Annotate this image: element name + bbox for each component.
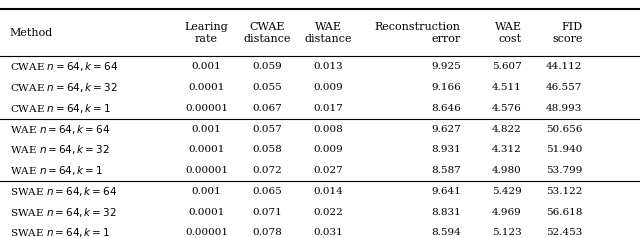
Text: 53.799: 53.799 bbox=[546, 166, 582, 175]
Text: 0.001: 0.001 bbox=[191, 124, 221, 134]
Text: CWAE $n=64, k=1$: CWAE $n=64, k=1$ bbox=[10, 102, 111, 115]
Text: 4.312: 4.312 bbox=[492, 145, 522, 154]
Text: 4.511: 4.511 bbox=[492, 83, 522, 92]
Text: 0.00001: 0.00001 bbox=[185, 104, 228, 113]
Text: 44.112: 44.112 bbox=[546, 62, 582, 71]
Text: 56.618: 56.618 bbox=[546, 208, 582, 217]
Text: 0.0001: 0.0001 bbox=[188, 208, 225, 217]
Text: 8.831: 8.831 bbox=[431, 208, 461, 217]
Text: 0.0001: 0.0001 bbox=[188, 83, 225, 92]
Text: WAE
cost: WAE cost bbox=[495, 22, 522, 44]
Text: 0.027: 0.027 bbox=[313, 166, 343, 175]
Text: 0.009: 0.009 bbox=[313, 83, 343, 92]
Text: 0.013: 0.013 bbox=[313, 62, 343, 71]
Text: WAE $n=64, k=32$: WAE $n=64, k=32$ bbox=[10, 143, 109, 156]
Text: 9.166: 9.166 bbox=[431, 83, 461, 92]
Text: 0.001: 0.001 bbox=[191, 187, 221, 196]
Text: 50.656: 50.656 bbox=[546, 124, 582, 134]
Text: 0.072: 0.072 bbox=[252, 166, 282, 175]
Text: 9.627: 9.627 bbox=[431, 124, 461, 134]
Text: 0.00001: 0.00001 bbox=[185, 166, 228, 175]
Text: 53.122: 53.122 bbox=[546, 187, 582, 196]
Text: 5.429: 5.429 bbox=[492, 187, 522, 196]
Text: 51.940: 51.940 bbox=[546, 145, 582, 154]
Text: SWAE $n=64, k=1$: SWAE $n=64, k=1$ bbox=[10, 226, 110, 238]
Text: Method: Method bbox=[10, 28, 53, 38]
Text: 8.587: 8.587 bbox=[431, 166, 461, 175]
Text: 52.453: 52.453 bbox=[546, 228, 582, 237]
Text: 5.123: 5.123 bbox=[492, 228, 522, 237]
Text: CWAE
distance: CWAE distance bbox=[243, 22, 291, 44]
Text: WAE
distance: WAE distance bbox=[304, 22, 352, 44]
Text: 0.022: 0.022 bbox=[313, 208, 343, 217]
Text: CWAE $n=64, k=32$: CWAE $n=64, k=32$ bbox=[10, 81, 117, 94]
Text: SWAE $n=64, k=32$: SWAE $n=64, k=32$ bbox=[10, 206, 116, 218]
Text: 4.980: 4.980 bbox=[492, 166, 522, 175]
Text: 48.993: 48.993 bbox=[546, 104, 582, 113]
Text: 0.057: 0.057 bbox=[252, 124, 282, 134]
Text: Reconstruction
error: Reconstruction error bbox=[375, 22, 461, 44]
Text: SWAE $n=64, k=64$: SWAE $n=64, k=64$ bbox=[10, 185, 117, 198]
Text: 0.058: 0.058 bbox=[252, 145, 282, 154]
Text: 9.925: 9.925 bbox=[431, 62, 461, 71]
Text: 0.001: 0.001 bbox=[191, 62, 221, 71]
Text: 0.078: 0.078 bbox=[252, 228, 282, 237]
Text: FID
score: FID score bbox=[552, 22, 582, 44]
Text: 4.822: 4.822 bbox=[492, 124, 522, 134]
Text: 0.031: 0.031 bbox=[313, 228, 343, 237]
Text: 8.594: 8.594 bbox=[431, 228, 461, 237]
Text: 0.008: 0.008 bbox=[313, 124, 343, 134]
Text: 46.557: 46.557 bbox=[546, 83, 582, 92]
Text: WAE $n=64, k=1$: WAE $n=64, k=1$ bbox=[10, 164, 103, 177]
Text: 0.071: 0.071 bbox=[252, 208, 282, 217]
Text: 8.646: 8.646 bbox=[431, 104, 461, 113]
Text: 0.0001: 0.0001 bbox=[188, 145, 225, 154]
Text: Learing
rate: Learing rate bbox=[184, 22, 228, 44]
Text: 9.641: 9.641 bbox=[431, 187, 461, 196]
Text: 0.014: 0.014 bbox=[313, 187, 343, 196]
Text: 0.055: 0.055 bbox=[252, 83, 282, 92]
Text: 0.067: 0.067 bbox=[252, 104, 282, 113]
Text: 0.00001: 0.00001 bbox=[185, 228, 228, 237]
Text: 5.607: 5.607 bbox=[492, 62, 522, 71]
Text: 4.969: 4.969 bbox=[492, 208, 522, 217]
Text: 0.059: 0.059 bbox=[252, 62, 282, 71]
Text: WAE $n=64, k=64$: WAE $n=64, k=64$ bbox=[10, 123, 110, 136]
Text: 4.576: 4.576 bbox=[492, 104, 522, 113]
Text: 8.931: 8.931 bbox=[431, 145, 461, 154]
Text: 0.009: 0.009 bbox=[313, 145, 343, 154]
Text: 0.017: 0.017 bbox=[313, 104, 343, 113]
Text: CWAE $n=64, k=64$: CWAE $n=64, k=64$ bbox=[10, 60, 118, 73]
Text: 0.065: 0.065 bbox=[252, 187, 282, 196]
